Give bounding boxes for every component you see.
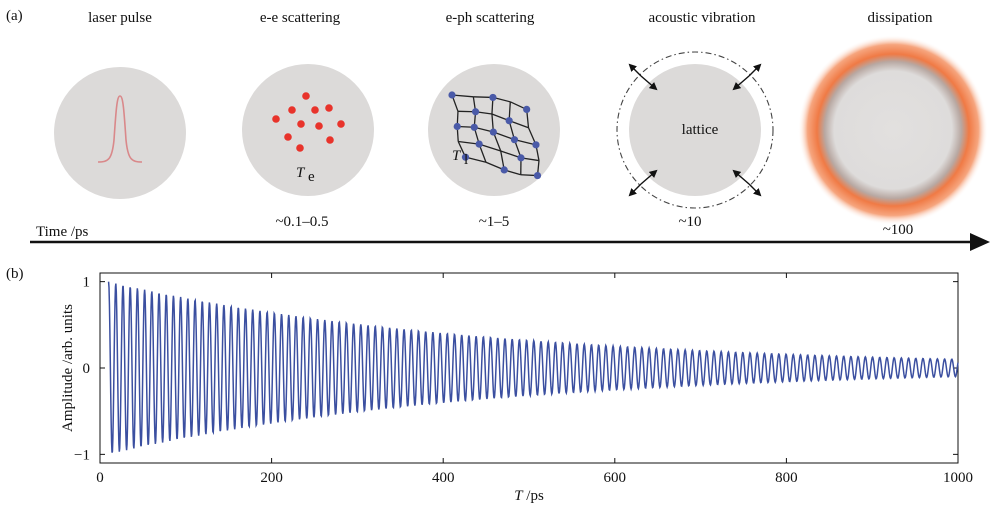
stage-title-dissipation: dissipation (867, 10, 933, 26)
stage-title-laser-pulse: laser pulse (88, 10, 152, 26)
x-axis-symbol: T (514, 488, 524, 504)
stage-time-ee: ~0.1–0.5 (275, 214, 328, 230)
chart-area: 0 200 400 600 800 1000 −1 0 1 (74, 273, 973, 486)
tl-subscript: l (464, 152, 468, 168)
stage-title-eph-scattering: e-ph scattering (446, 10, 535, 26)
lattice-node (533, 171, 542, 180)
dissipation-circle (798, 35, 988, 225)
lattice-node (448, 91, 456, 99)
x-tick-label: 1000 (943, 470, 973, 486)
lattice-node (532, 141, 540, 149)
distorted-lattice-icon (448, 91, 542, 180)
stage-time-eph: ~1–5 (479, 214, 510, 230)
lattice-bond (514, 139, 537, 146)
lattice-node (461, 153, 470, 161)
x-axis-unit: /ps (523, 488, 544, 504)
y-tick-label: 1 (83, 275, 91, 291)
lattice-node (523, 105, 531, 114)
lattice-node (489, 93, 497, 102)
lattice-node (470, 123, 478, 131)
lattice-node (475, 140, 483, 148)
electron-dots (272, 92, 345, 152)
time-axis-arrowhead (970, 233, 990, 251)
panel-a-tag: (a) (6, 8, 23, 24)
ee-scattering-circle (242, 64, 374, 196)
lattice-node (489, 128, 497, 136)
stage-title-ee-scattering: e-e scattering (260, 10, 341, 26)
y-axis-label: Amplitude /arb. units (60, 304, 76, 432)
laser-pulse-circle (54, 67, 186, 199)
lattice-bond (478, 143, 501, 152)
panel-b-tag: (b) (6, 266, 24, 282)
series-line-damped-oscillation (107, 281, 959, 453)
vibration-arrows (628, 63, 762, 197)
te-symbol: T (296, 165, 306, 181)
lattice-circle (629, 64, 761, 196)
tl-symbol: T (452, 148, 462, 164)
lattice-node (453, 122, 461, 131)
x-tick-label: 800 (775, 470, 798, 486)
x-tick-label: 600 (604, 470, 627, 486)
x-tick-label: 400 (432, 470, 455, 486)
te-subscript: e (308, 169, 315, 185)
lattice-bond (493, 131, 515, 141)
x-axis-label: T /ps (514, 488, 544, 504)
lattice-node (500, 166, 508, 174)
lattice-node (510, 136, 519, 144)
lattice-label: lattice (682, 122, 719, 138)
lattice-node (471, 108, 480, 116)
vibration-boundary (616, 51, 774, 209)
x-tick-label: 0 (96, 470, 104, 486)
stage-title-acoustic-vibration: acoustic vibration (648, 10, 756, 26)
lattice-node (505, 117, 513, 125)
lattice-node (517, 154, 525, 162)
stage-time-acoustic: ~10 (678, 214, 701, 230)
x-tick-label: 200 (260, 470, 283, 486)
gaussian-pulse-icon (97, 95, 143, 163)
y-tick-label: 0 (83, 361, 91, 377)
time-axis-label: Time /ps (36, 224, 89, 240)
stage-time-dissipation: ~100 (883, 222, 914, 238)
y-tick-label: −1 (74, 447, 90, 463)
